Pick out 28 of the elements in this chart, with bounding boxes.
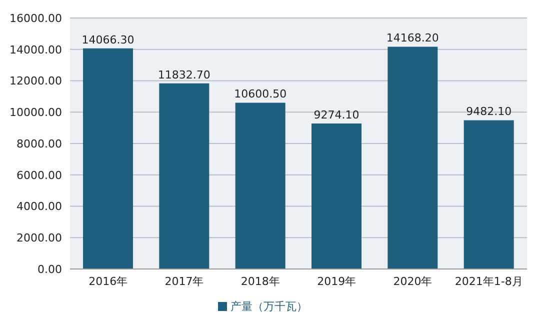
bar [464, 120, 514, 269]
bar [235, 102, 286, 269]
data-label: 9482.10 [466, 105, 512, 118]
y-tick-label: 16000.00 [10, 12, 62, 25]
data-label: 14066.30 [82, 33, 134, 46]
x-tick-label: 2018年 [240, 274, 280, 288]
bar [83, 48, 133, 269]
y-tick-label: 4000.00 [16, 200, 62, 214]
x-tick-label: 2016年 [88, 274, 128, 288]
bar [388, 46, 438, 269]
data-label: 10600.50 [234, 88, 287, 101]
legend-label: 产量（万千瓦） [230, 300, 308, 313]
y-tick-label: 6000.00 [16, 168, 62, 182]
y-tick-label: 12000.00 [10, 74, 62, 88]
y-tick-label: 0.00 [38, 262, 62, 276]
y-tick-label: 8000.00 [16, 137, 62, 150]
bar [312, 124, 362, 269]
x-tick-label: 2017年 [164, 274, 204, 288]
data-label: 11832.70 [158, 68, 210, 82]
x-tick-label: 2021年1-8月 [454, 274, 523, 288]
data-label: 9274.10 [314, 108, 360, 122]
y-tick-label: 10000.00 [10, 106, 62, 120]
data-label: 14168.20 [386, 32, 439, 45]
x-tick-label: 2019年 [317, 274, 356, 288]
bar [159, 83, 210, 269]
y-tick-label: 2000.00 [16, 232, 62, 245]
x-tick-label: 2020年 [393, 274, 432, 288]
y-tick-label: 14000.00 [10, 43, 62, 56]
